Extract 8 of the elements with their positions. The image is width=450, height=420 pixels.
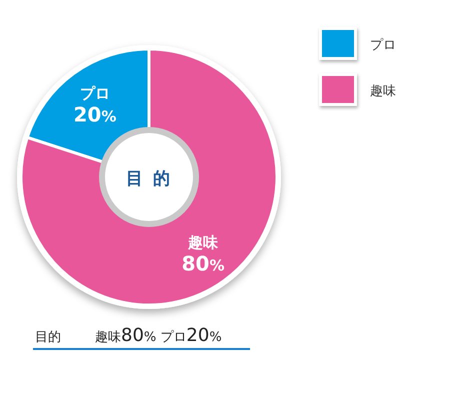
text: 目的	[35, 330, 61, 345]
slice-label: プロ	[80, 84, 110, 103]
data-label: 20%	[73, 102, 116, 127]
text: 目 的	[126, 169, 172, 189]
legend-label: 趣味	[370, 84, 396, 99]
data-label: 80%	[182, 251, 225, 276]
legend-label: プロ	[370, 38, 396, 53]
slice-label: 趣味	[187, 233, 220, 252]
